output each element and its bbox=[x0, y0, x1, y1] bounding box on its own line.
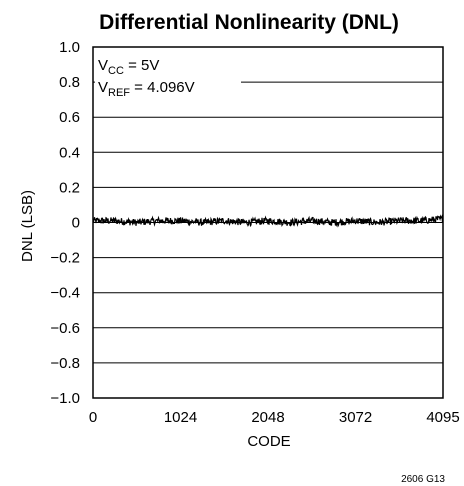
x-tick-label: 0 bbox=[89, 409, 97, 426]
annotation-text: VCC = 5V bbox=[98, 57, 159, 77]
x-tick-label: 2048 bbox=[251, 409, 284, 426]
figure-id: 2606 G13 bbox=[401, 474, 445, 485]
y-tick-label: 0.4 bbox=[59, 144, 80, 161]
x-tick-labels: 0 1024 2048 3072 4095 bbox=[89, 409, 460, 426]
y-tick-label: −0.8 bbox=[50, 355, 80, 372]
x-tick-label: 4095 bbox=[426, 409, 459, 426]
y-tick-label: 0 bbox=[72, 215, 80, 232]
plot-frame bbox=[92, 46, 444, 399]
x-tick-label: 3072 bbox=[339, 409, 372, 426]
chart-title: Differential Nonlinearity (DNL) bbox=[99, 11, 399, 34]
annotation-text: VREF = 4.096V bbox=[98, 79, 195, 99]
dnl-series-line bbox=[92, 214, 444, 228]
y-tick-label: −0.4 bbox=[50, 285, 80, 302]
x-tick-label: 1024 bbox=[164, 409, 197, 426]
y-tick-label: 1.0 bbox=[59, 39, 80, 56]
y-tick-label: 0.6 bbox=[59, 109, 80, 126]
y-tick-labels: 1.0 0.8 0.6 0.4 0.2 0 −0.2 −0.4 −0.6 −0.8 −1.0 bbox=[50, 39, 80, 407]
y-tick-label: −1.0 bbox=[50, 390, 80, 407]
y-tick-label: 0.2 bbox=[59, 179, 80, 196]
y-axis-label: DNL (LSB) bbox=[19, 190, 36, 262]
annotation-background bbox=[95, 52, 241, 100]
y-tick-label: −0.6 bbox=[50, 320, 80, 337]
x-axis-label: CODE bbox=[247, 433, 290, 450]
y-tick-label: −0.2 bbox=[50, 250, 80, 267]
y-tick-label: 0.8 bbox=[59, 74, 80, 91]
